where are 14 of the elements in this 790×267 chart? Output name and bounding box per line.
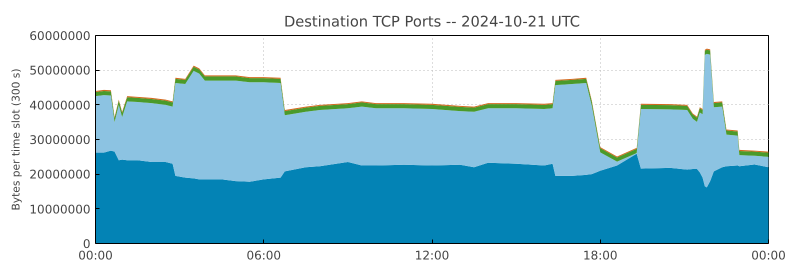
y-tick-label: 60000000: [29, 29, 90, 43]
y-tick-label: 30000000: [29, 133, 90, 147]
chart-title: Destination TCP Ports -- 2024-10-21 UTC: [284, 14, 580, 30]
x-tick-label: 12:00: [414, 248, 450, 262]
y-tick-label: 10000000: [29, 202, 90, 216]
x-tick-label: 00:00: [78, 248, 113, 262]
y-tick-label: 0: [82, 237, 91, 251]
x-tick-label: 06:00: [246, 248, 282, 262]
y-tick-label: 50000000: [29, 64, 90, 78]
y-tick-label: 20000000: [29, 168, 90, 182]
y-tick-label: 40000000: [29, 98, 90, 112]
x-tick-label: 18:00: [582, 248, 618, 262]
y-axis-title: Bytes per time slot (300 s): [9, 68, 22, 211]
x-tick-label: 00:00: [751, 248, 786, 262]
